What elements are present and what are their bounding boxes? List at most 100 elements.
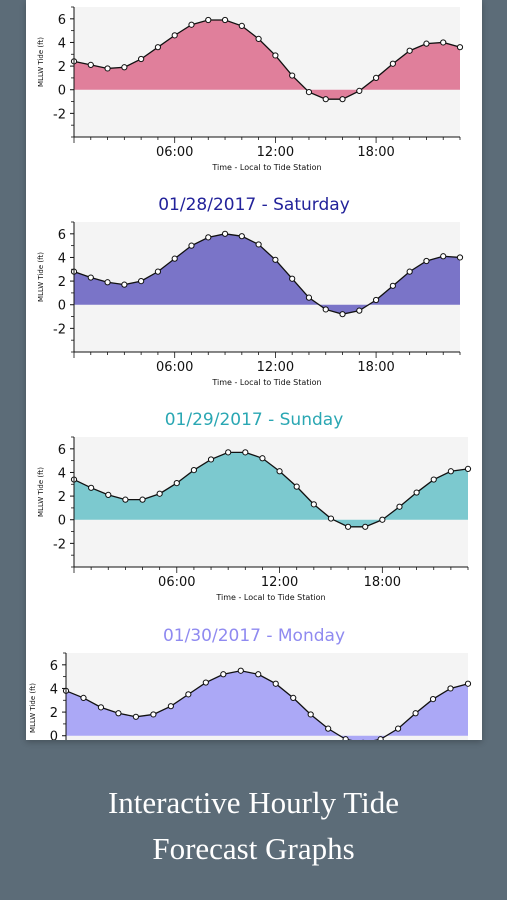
hour-point <box>412 710 419 717</box>
hour-point <box>104 279 111 286</box>
hour-point <box>430 476 437 483</box>
hour-point <box>87 274 94 281</box>
y-axis-label: MLLW Tide (ft) <box>37 467 45 517</box>
x-tick-label: 18:00 <box>364 575 401 590</box>
y-tick-label: -2 <box>53 537 66 552</box>
hour-point <box>377 736 384 740</box>
x-tick-label: 06:00 <box>158 575 195 590</box>
chart-title: 01/29/2017 - Sunday <box>164 410 344 430</box>
hour-point <box>122 496 129 503</box>
hour-point <box>289 72 296 79</box>
y-tick-label: 6 <box>58 443 66 458</box>
tide-chart-svg: 6 4 2 0 -2 06:00 12:00 18:00 Time - Local to Tid… <box>37 221 464 387</box>
hour-point <box>238 22 245 30</box>
tide-area <box>66 670 468 740</box>
hour-point <box>440 39 447 46</box>
y-tick-label: 0 <box>50 730 58 740</box>
hour-point <box>327 515 335 522</box>
y-tick-label: -2 <box>53 107 66 122</box>
hour-point <box>154 44 162 51</box>
caption-line-1: Interactive Hourly Tide <box>107 785 399 820</box>
hour-point <box>290 694 297 702</box>
hour-point <box>220 671 227 678</box>
chart-title: 01/28/2017 - Saturday <box>158 195 350 215</box>
hour-point <box>237 667 244 674</box>
tide-screen: 01/27/2017 - Friday6420-206:0012:0018:00… <box>26 0 482 740</box>
hour-point <box>372 296 380 304</box>
hour-point <box>139 496 146 503</box>
hour-point <box>171 32 178 39</box>
hour-point <box>447 685 454 692</box>
y-tick-label: -2 <box>53 322 66 337</box>
y-tick-label: 2 <box>58 60 66 75</box>
x-tick-label: 18:00 <box>357 360 394 375</box>
y-tick-label: 6 <box>58 13 66 28</box>
y-tick-label: 4 <box>58 251 66 266</box>
hour-point <box>322 306 329 313</box>
hour-point <box>423 257 430 265</box>
hour-point <box>115 710 122 717</box>
hour-point <box>205 16 212 24</box>
hour-point <box>80 694 87 702</box>
tide-chart-day-4[interactable]: 01/30/2017 - Monday 6 4 2 0 -2 06:00 12:00 18:00… <box>26 626 482 740</box>
hour-point <box>255 35 262 43</box>
hour-point <box>447 468 454 475</box>
tide-chart-day-2[interactable]: 01/28/2017 - Saturday 6 4 2 0 -2 06:00 12:00 18:… <box>26 195 482 397</box>
hour-point <box>171 255 178 262</box>
tide-area <box>74 452 468 527</box>
y-tick-label: 4 <box>58 36 66 51</box>
hour-point <box>293 483 300 490</box>
hour-point <box>88 484 95 491</box>
hour-point <box>322 96 329 103</box>
tide-chart-day-3[interactable]: 01/29/2017 - Sunday 6 4 2 0 -2 06:00 12:00 18:00… <box>26 410 482 612</box>
hour-point <box>429 695 437 703</box>
hour-point <box>394 725 402 732</box>
y-tick-label: 2 <box>58 490 66 505</box>
hour-point <box>221 16 229 24</box>
hour-point <box>305 294 313 301</box>
hour-point <box>121 64 128 71</box>
hour-point <box>456 254 464 261</box>
x-tick-label: 12:00 <box>261 575 298 590</box>
y-tick-label: 2 <box>58 275 66 290</box>
hour-point <box>97 704 105 711</box>
hour-point <box>342 736 349 740</box>
hour-point <box>190 466 198 474</box>
x-tick-label: 12:00 <box>257 360 294 375</box>
hour-point <box>356 307 363 314</box>
hour-point <box>464 680 472 687</box>
tide-chart-svg: 6 4 2 0 -2 06:00 12:00 18:00 Time - Local to Tid… <box>37 6 464 172</box>
tide-area <box>74 20 460 100</box>
hour-point <box>154 268 162 275</box>
hour-point <box>150 711 157 718</box>
hour-point <box>356 87 363 95</box>
hour-point <box>272 680 279 687</box>
tide-chart-day-1[interactable]: 01/27/2017 - Friday6420-206:0012:0018:00… <box>26 0 482 182</box>
caption-line-2: Forecast Graphs <box>152 831 355 866</box>
hour-point <box>121 281 128 288</box>
x-tick-label: 18:00 <box>357 145 394 160</box>
chart-title: 01/30/2017 - Monday <box>162 626 346 646</box>
hour-point <box>406 268 413 275</box>
hour-point <box>276 468 283 475</box>
x-axis-label: Time - Local to Tide Station <box>211 163 321 172</box>
hour-point <box>379 516 386 523</box>
hour-point <box>104 65 111 72</box>
x-tick-label: 12:00 <box>257 145 294 160</box>
hour-point <box>406 47 413 54</box>
y-axis-label: MLLW Tide (ft) <box>29 683 37 733</box>
tide-chart-svg: 6 4 2 0 -2 06:00 12:00 18:00 Time - Local to Tid… <box>37 436 472 602</box>
hour-point <box>259 455 266 462</box>
x-tick-label: 06:00 <box>156 145 193 160</box>
x-axis-label: Time - Local to Tide Station <box>211 378 321 387</box>
y-tick-label: 0 <box>58 299 66 314</box>
hour-point <box>202 679 209 686</box>
hour-point <box>173 479 180 487</box>
tide-line <box>73 19 461 100</box>
hour-point <box>389 60 396 67</box>
y-tick-label: 0 <box>58 84 66 99</box>
x-tick-label: 06:00 <box>156 360 193 375</box>
y-tick-label: 4 <box>58 466 66 481</box>
hour-point <box>242 449 249 456</box>
hour-point <box>156 490 163 497</box>
